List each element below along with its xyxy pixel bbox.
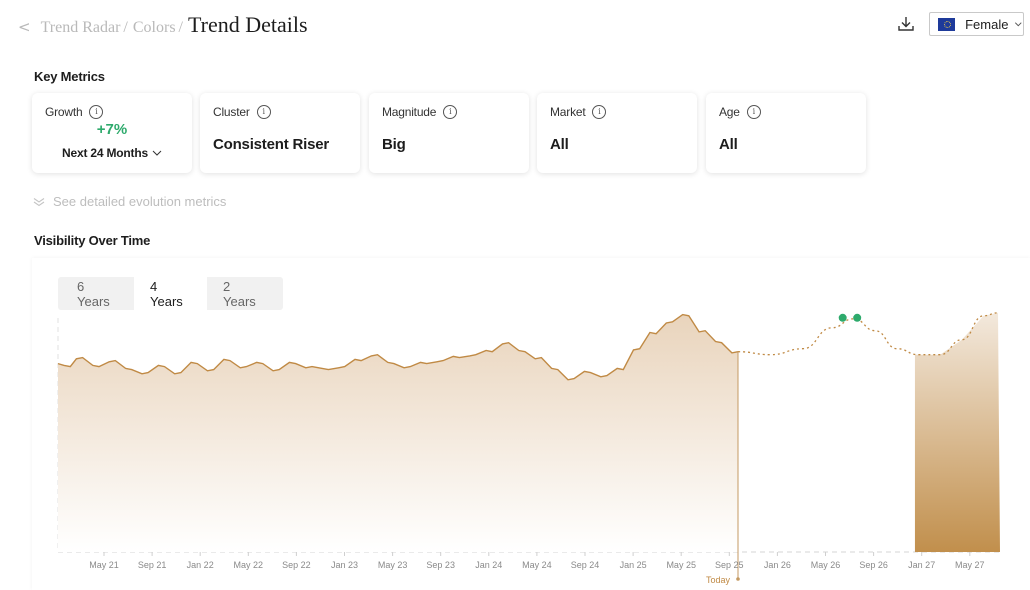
info-icon[interactable]: i — [592, 105, 607, 119]
x-tick-label: Sep 24 — [571, 560, 600, 570]
forecast-area — [914, 312, 1000, 552]
metric-value: All — [550, 136, 569, 153]
time-range-tabs: 6 Years 4 Years 2 Years — [58, 272, 283, 315]
info-icon[interactable]: i — [89, 105, 104, 119]
double-chevron-down-icon — [33, 197, 45, 206]
x-tick-label: Sep 22 — [282, 560, 311, 570]
forecast-line — [737, 312, 999, 356]
x-tick-label: Sep 25 — [715, 560, 744, 570]
info-icon[interactable]: i — [256, 105, 271, 119]
metric-value: All — [719, 136, 738, 153]
page-title: Trend Details — [188, 12, 308, 37]
tab-6-years[interactable]: 6 Years — [77, 278, 110, 309]
x-tick-label: May 25 — [666, 560, 696, 570]
info-icon[interactable]: i — [443, 105, 458, 119]
metric-card-age: Age i All — [706, 93, 866, 173]
x-tick-label: May 22 — [234, 560, 264, 570]
forecast-marker-1 — [853, 313, 862, 322]
gender-select-value: Female — [965, 16, 1009, 32]
breadcrumb-item-trend-radar[interactable]: Trend Radar — [40, 19, 121, 36]
metric-label: Age i — [719, 105, 853, 119]
tab-4-years[interactable]: 4 Years — [134, 272, 207, 315]
top-bar: < Trend Radar / Colors / Trend Details F… — [0, 0, 1030, 48]
breadcrumb-separator: / — [123, 19, 128, 36]
see-detailed-metrics-link[interactable]: See detailed evolution metrics — [33, 194, 226, 209]
eu-flag-icon — [938, 17, 956, 31]
chevron-down-icon — [152, 150, 162, 156]
key-metrics-title: Key Metrics — [34, 69, 105, 84]
x-tick-label: May 26 — [811, 560, 841, 570]
forecast-marker-0 — [838, 313, 847, 322]
breadcrumb-separator: / — [178, 19, 183, 36]
x-tick-label: Sep 21 — [138, 560, 167, 570]
metric-card-magnitude: Magnitude i Big — [369, 93, 529, 173]
x-tick-label: May 24 — [522, 560, 552, 570]
x-tick-label: Jan 26 — [764, 560, 791, 570]
chevron-down-icon — [1015, 22, 1023, 27]
metric-value: Big — [382, 136, 406, 153]
metric-label: Cluster i — [213, 105, 347, 119]
today-dot — [736, 577, 740, 581]
growth-period-dropdown[interactable]: Next 24 Months — [45, 146, 179, 160]
gender-select[interactable]: Female — [929, 12, 1024, 36]
back-chevron-icon[interactable]: < — [18, 18, 31, 36]
visibility-title: Visibility Over Time — [34, 233, 151, 248]
metric-label: Growth i — [45, 105, 179, 119]
x-tick-label: Sep 23 — [426, 560, 455, 570]
metric-label: Magnitude i — [382, 105, 516, 119]
growth-value: +7% — [96, 121, 128, 138]
x-tick-label: Sep 26 — [859, 560, 888, 570]
x-tick-label: Jan 22 — [187, 560, 214, 570]
metric-card-market: Market i All — [537, 93, 697, 173]
history-line — [57, 313, 739, 381]
x-tick-label: Jan 25 — [620, 560, 647, 570]
x-tick-label: May 21 — [89, 560, 119, 570]
x-tick-label: May 23 — [378, 560, 408, 570]
metric-card-growth: Growth i +7% Next 24 Months — [32, 93, 192, 173]
metric-value: Consistent Riser — [213, 136, 329, 153]
today-label: Today — [706, 575, 731, 585]
metric-card-cluster: Cluster i Consistent Riser — [200, 93, 360, 173]
x-tick-label: Jan 23 — [331, 560, 358, 570]
download-icon[interactable] — [896, 14, 916, 34]
x-tick-label: Jan 24 — [475, 560, 502, 570]
breadcrumb: < Trend Radar / Colors / Trend Details — [18, 12, 308, 38]
tab-2-years[interactable]: 2 Years — [223, 278, 256, 309]
info-icon[interactable]: i — [746, 105, 761, 119]
x-tick-label: Jan 27 — [908, 560, 935, 570]
breadcrumb-item-colors[interactable]: Colors — [132, 19, 176, 36]
x-tick-label: May 27 — [955, 560, 985, 570]
metric-label: Market i — [550, 105, 684, 119]
history-area — [58, 314, 738, 552]
